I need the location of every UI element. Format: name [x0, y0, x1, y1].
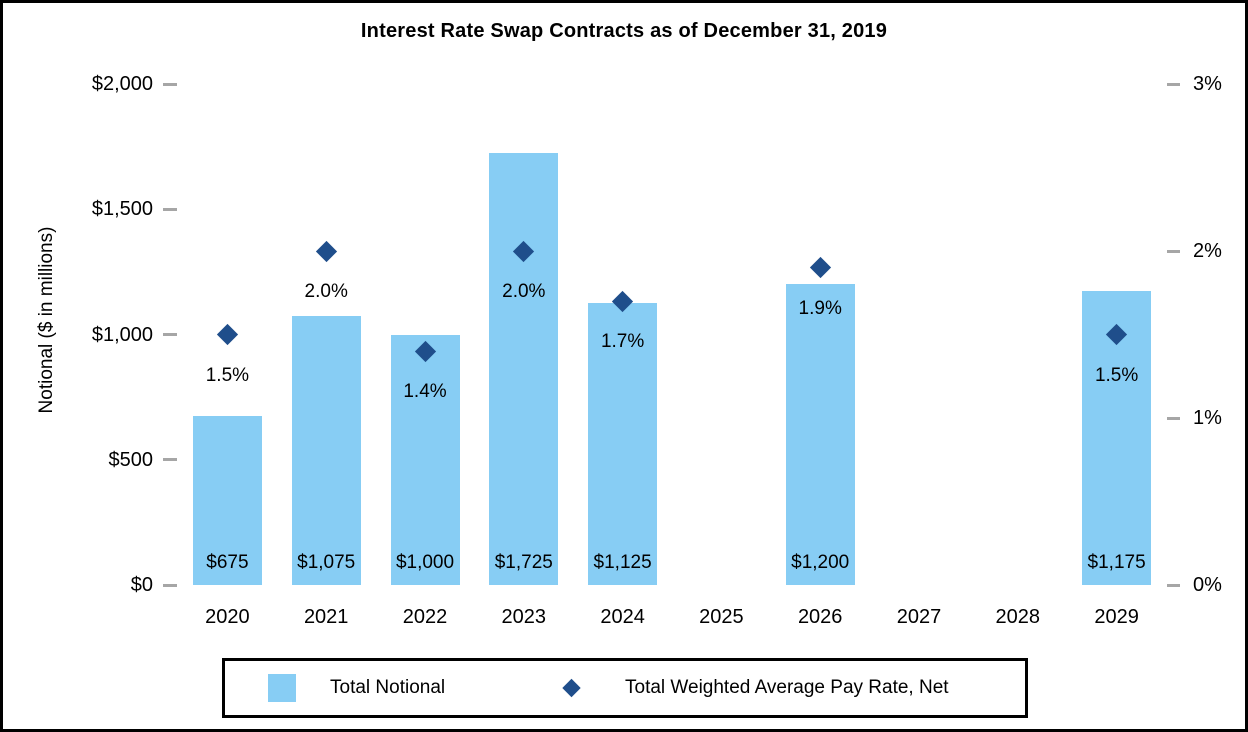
x-axis-label-2021: 2021: [303, 606, 349, 628]
bar-2023: [489, 152, 559, 585]
left-axis-tick-label: $2,000: [91, 73, 153, 95]
pay-rate-diamond-icon: [562, 678, 581, 698]
bar-2021: [291, 315, 361, 585]
x-axis-label-2026: 2026: [797, 606, 843, 628]
plot-area: $675 1.5% $1,075 2.0% $1,000 1.4% $1,725 2.0% $1…: [178, 84, 1166, 585]
left-axis-tick-label: $1,000: [91, 323, 153, 346]
x-axis-label-2029: 2029: [1094, 606, 1139, 628]
pay-rate-label-2021: 2.0%: [304, 281, 348, 302]
x-axis-label-2020: 2020: [205, 606, 250, 628]
pay-rate-label-2024: 1.7%: [600, 331, 645, 353]
left-axis-tick-label: $0: [130, 574, 153, 596]
bar-value-label-2022: $1,000: [395, 552, 455, 573]
left-axis-tick: [163, 333, 177, 336]
pay-rate-label-2023: 2.0%: [502, 281, 546, 302]
x-axis-label-2024: 2024: [600, 606, 645, 628]
x-axis-label-2027: 2027: [896, 606, 942, 628]
pay-rate-marker-2026: [809, 257, 831, 279]
pay-rate-label-2026: 1.9%: [798, 297, 842, 319]
pay-rate-marker-2020: [216, 323, 238, 346]
left-axis-tick-label: $1,500: [91, 198, 153, 221]
legend-label-pay-rate: Total Weighted Average Pay Rate, Net: [625, 677, 949, 698]
pay-rate-label-2029: 1.5%: [1094, 364, 1139, 386]
right-axis-tick-label: 2%: [1193, 240, 1222, 262]
chart-title: Interest Rate Swap Contracts as of Decem…: [360, 20, 888, 42]
x-axis-label-2022: 2022: [402, 606, 448, 628]
x-axis-label-2025: 2025: [699, 606, 744, 628]
right-axis-tick-label: 3%: [1193, 73, 1222, 95]
left-axis-tick: [163, 458, 177, 462]
bar-2022: [390, 334, 460, 585]
left-axis-tick: [163, 207, 177, 211]
right-axis-tick: [1167, 416, 1180, 420]
x-axis-label-2023: 2023: [501, 606, 547, 628]
bar-2020: [192, 415, 262, 585]
left-axis-tick-label: $500: [108, 448, 154, 471]
right-axis-tick: [1167, 583, 1180, 587]
pay-rate-label-2022: 1.4%: [403, 381, 447, 403]
bar-value-label-2029: $1,175: [1087, 552, 1146, 573]
pay-rate-label-2020: 1.5%: [205, 364, 250, 386]
left-axis-title: Notional ($ in millions): [36, 226, 57, 414]
pay-rate-marker-2021: [315, 240, 337, 262]
bar-value-label-2023: $1,725: [494, 552, 553, 573]
bar-value-label-2024: $1,125: [593, 552, 652, 573]
bar-2026: [785, 284, 855, 585]
legend: Total Notional Total Weighted Average Pa…: [222, 658, 1028, 718]
x-axis-label-2028: 2028: [995, 606, 1041, 628]
bar-value-label-2021: $1,075: [297, 552, 356, 573]
left-axis-tick: [163, 82, 177, 86]
bar-value-label-2020: $675: [206, 552, 249, 573]
right-axis-tick-label: 0%: [1193, 574, 1222, 596]
total-notional-swatch-icon: [268, 674, 296, 702]
right-axis-tick: [1167, 249, 1180, 253]
bar-value-label-2026: $1,200: [791, 552, 850, 573]
left-axis-tick: [163, 583, 177, 587]
legend-label-total-notional: Total Notional: [330, 677, 446, 698]
right-axis-tick: [1167, 82, 1180, 86]
right-axis-tick-label: 1%: [1193, 407, 1222, 429]
bar-2024: [588, 303, 658, 585]
